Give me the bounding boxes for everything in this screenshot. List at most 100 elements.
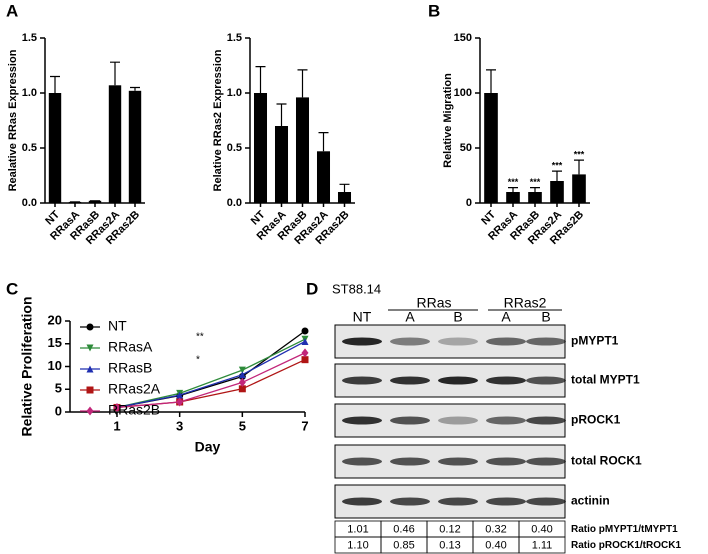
marker — [301, 356, 309, 364]
table-value: 1.01 — [347, 523, 368, 535]
significance: *** — [552, 160, 563, 170]
significance: * — [196, 355, 200, 366]
panel-label: D — [306, 279, 318, 298]
band — [526, 457, 566, 466]
error-bar — [50, 75, 60, 93]
marker — [301, 327, 309, 335]
table-cell — [518, 536, 566, 554]
legend-marker — [86, 406, 94, 416]
band — [486, 376, 526, 385]
y-tick-label: 1.0 — [227, 87, 242, 99]
group-label: RRas — [416, 295, 451, 311]
y-axis-label: Realative RRas Expression — [7, 49, 19, 191]
y-tick-label: 0.5 — [227, 142, 242, 154]
error-bar — [110, 61, 120, 86]
significance: *** — [530, 177, 541, 187]
legend-label: RRas2A — [108, 381, 161, 397]
lane-label: A — [405, 309, 415, 325]
table-value: 0.32 — [485, 523, 506, 535]
table-value: 0.85 — [393, 539, 414, 551]
marker — [238, 371, 246, 379]
significance: *** — [574, 149, 585, 159]
bar — [572, 174, 586, 203]
error-bar — [276, 103, 287, 126]
band — [438, 337, 478, 346]
bar — [550, 181, 564, 203]
y-tick-label: 0.5 — [22, 142, 37, 154]
legend-marker — [86, 365, 94, 373]
series-line — [116, 340, 306, 409]
marker — [238, 385, 246, 393]
bar — [316, 151, 331, 203]
band — [390, 376, 430, 385]
band — [438, 497, 478, 506]
y-tick-label: 0.0 — [227, 197, 242, 209]
table-value: 1.11 — [532, 539, 553, 551]
significance: *** — [508, 177, 519, 187]
group-label: RRas2 — [504, 295, 547, 311]
y-axis-label: Relative Proliferation — [19, 296, 35, 436]
panel-label: A — [6, 1, 18, 20]
lane-label: NT — [353, 309, 372, 325]
lane-label: A — [501, 309, 511, 325]
marker — [238, 377, 246, 387]
legend-marker — [86, 323, 94, 331]
band — [342, 337, 382, 346]
y-tick-label: 0.0 — [22, 197, 37, 209]
ratio-label: Ratio pMYPT1/tMYPT1 — [571, 524, 678, 535]
marker — [301, 337, 309, 345]
band — [486, 457, 526, 466]
bar — [88, 200, 102, 203]
row-label: pMYPT1 — [571, 334, 619, 348]
y-tick-label: 1.5 — [22, 32, 37, 44]
table-value: 0.13 — [439, 539, 460, 551]
marker — [113, 402, 121, 412]
table-value: 0.46 — [393, 523, 414, 535]
error-bar — [552, 170, 562, 181]
panel-label: B — [428, 1, 440, 20]
band — [526, 416, 566, 425]
table-value: 0.40 — [531, 523, 552, 535]
legend-label: RRas2B — [108, 402, 160, 418]
bar — [48, 93, 62, 203]
error-bar — [574, 159, 584, 175]
error-bar — [297, 69, 308, 98]
y-tick-label: 15 — [48, 335, 62, 350]
y-tick-label: 5 — [55, 381, 62, 396]
bar — [108, 85, 122, 203]
table-value: 1.10 — [347, 539, 368, 551]
error-bar — [255, 66, 266, 93]
marker — [301, 348, 309, 358]
band — [526, 337, 566, 346]
legend-label: NT — [108, 318, 127, 334]
legend-marker — [86, 386, 94, 394]
band — [486, 337, 526, 346]
ratio-label: Ratio pROCK1/tROCK1 — [571, 540, 681, 551]
table-value: 0.12 — [439, 523, 460, 535]
legend-label: RRasB — [108, 360, 152, 376]
bar — [274, 126, 289, 203]
lane-label: B — [453, 309, 462, 325]
blot-title: ST88.14 — [332, 281, 381, 296]
band — [390, 457, 430, 466]
error-bar — [339, 183, 350, 192]
row-label: total ROCK1 — [571, 454, 642, 468]
error-bar — [486, 69, 496, 93]
y-tick-label: 20 — [48, 312, 62, 327]
band — [526, 497, 566, 506]
marker — [238, 366, 246, 374]
band — [390, 497, 430, 506]
error-bar — [318, 132, 329, 152]
band — [438, 457, 478, 466]
band — [438, 416, 478, 425]
y-tick-label: 50 — [460, 142, 472, 154]
y-tick-label: 1.0 — [22, 87, 37, 99]
bar — [506, 192, 520, 203]
bar — [484, 93, 498, 203]
band — [438, 376, 478, 385]
y-axis-label: Relative RRas2 Expression — [212, 49, 224, 191]
bar — [253, 93, 268, 203]
panel-label: C — [6, 279, 18, 298]
band — [486, 497, 526, 506]
